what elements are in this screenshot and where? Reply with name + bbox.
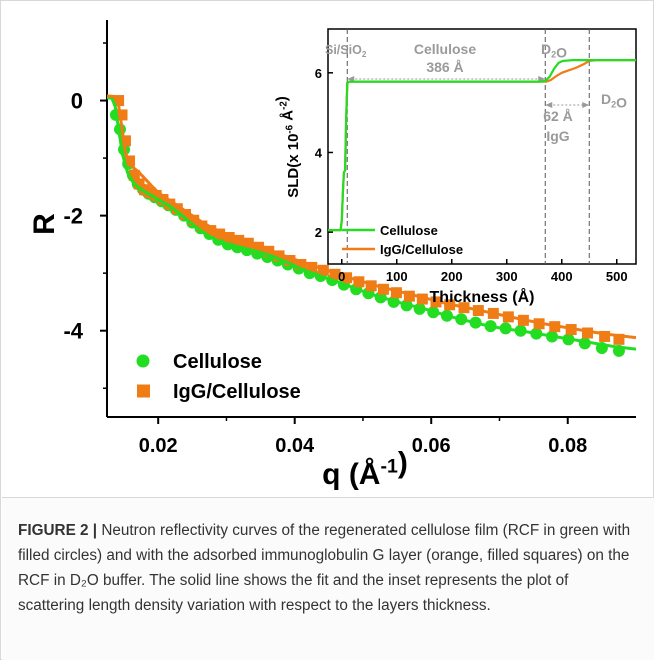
annotation-d2o-right: D2O	[601, 91, 627, 111]
annotation-igg-width: 62 Å	[543, 108, 573, 124]
figure-area: 0.02 0.04 0.06 0.08 0 -2 -4 q (Å-1) R Cellulose Ig…	[2, 2, 654, 497]
data-point-square	[144, 187, 156, 199]
main-data	[107, 94, 636, 357]
data-point-square	[613, 333, 625, 345]
inset-legend-label: Cellulose	[380, 223, 438, 238]
data-point-square	[223, 231, 235, 243]
y-tick-label: 0	[71, 89, 83, 114]
data-point-square	[295, 259, 307, 271]
data-point-square	[196, 220, 208, 232]
data-point-square	[214, 228, 226, 240]
data-point-square	[273, 250, 285, 262]
inset-y-tick-label: 2	[315, 225, 322, 240]
data-point-square	[116, 109, 128, 121]
data-point-square	[377, 283, 389, 295]
main-plot: 0.02 0.04 0.06 0.08 0 -2 -4 q (Å-1) R Cellulose Ig…	[28, 20, 636, 491]
annotation-d2o-top: D2O	[541, 41, 567, 61]
inset-x-tick-label: 200	[441, 269, 463, 284]
legend-marker	[137, 384, 150, 398]
x-tick-label: 0.04	[275, 435, 315, 457]
data-point-square	[164, 198, 176, 210]
inset-y-tick-label: 6	[315, 66, 322, 81]
data-point-square	[582, 327, 594, 339]
inset-x-tick-label: 300	[496, 269, 518, 284]
y-tick-label: -2	[63, 204, 83, 229]
igg-thickness-arrow-head-right	[582, 102, 590, 108]
data-point-square	[306, 261, 318, 273]
inset-y-tick-label: 4	[315, 145, 323, 160]
y-axis-label: R	[28, 213, 61, 235]
fit-line	[107, 96, 636, 351]
data-point-square	[390, 287, 402, 299]
inset-legend-label: IgG/Cellulose	[380, 242, 463, 257]
data-point-square	[403, 290, 415, 302]
annotation-igg: IgG	[546, 128, 569, 144]
y-tick-label: -4	[63, 319, 83, 344]
inset-plot: 0 100 200 300 400 500 2 4 6 Thickness (Å) SLD(x 10…	[274, 28, 637, 306]
data-point-square	[188, 214, 200, 226]
data-point-square	[171, 203, 183, 215]
data-point-square	[416, 293, 428, 305]
annotation-cellulose-width: 386 Å	[426, 59, 463, 75]
inset-x-tick-label: 0	[338, 269, 345, 284]
igg-thickness-arrow-head-left	[545, 102, 553, 108]
data-point-square	[133, 178, 145, 190]
caption-text: Neutron reflectivity curves of the regen…	[18, 522, 631, 614]
data-point-square	[128, 169, 140, 181]
annotation-cellulose: Cellulose	[414, 41, 476, 57]
data-point-square	[150, 189, 162, 201]
inset-x-tick-label: 100	[386, 269, 408, 284]
caption-box: FIGURE 2 | Neutron reflectivity curves o…	[2, 497, 654, 660]
x-tick-label: 0.06	[412, 435, 451, 457]
inset-x-tick-label: 500	[606, 269, 628, 284]
data-point-square	[179, 208, 191, 220]
fit-line	[107, 94, 636, 340]
data-point-square	[119, 135, 131, 147]
inset-x-axis-label: Thickness (Å)	[430, 287, 535, 306]
x-tick-label: 0.08	[548, 435, 587, 457]
caption-label: FIGURE 2	[18, 522, 89, 539]
x-tick-label: 0.02	[139, 435, 178, 457]
data-point-square	[365, 280, 377, 292]
legend-marker	[136, 354, 150, 368]
caption-separator: |	[88, 522, 102, 539]
data-point-square	[284, 255, 296, 267]
legend-label: IgG/Cellulose	[173, 381, 301, 403]
data-point-square	[205, 225, 217, 237]
main-legend: Cellulose IgG/Cellulose	[136, 351, 301, 403]
inset-x-tick-label: 400	[551, 269, 573, 284]
x-axis-label: q (Å-1)	[322, 447, 408, 491]
reflectivity-chart: 0.02 0.04 0.06 0.08 0 -2 -4 q (Å-1) R Cellulose Ig…	[28, 20, 637, 491]
legend-label: Cellulose	[173, 351, 262, 373]
inset-series-line	[328, 59, 636, 232]
data-point-square	[599, 330, 611, 342]
figure-caption: FIGURE 2 | Neutron reflectivity curves o…	[18, 518, 638, 618]
inset-y-axis-label: SLD(x 10-6 Å-2)	[274, 96, 302, 198]
inset-frame	[327, 28, 637, 265]
annotation-si-sio2: Si/SiO2	[325, 43, 367, 59]
data-point-square	[157, 194, 169, 206]
